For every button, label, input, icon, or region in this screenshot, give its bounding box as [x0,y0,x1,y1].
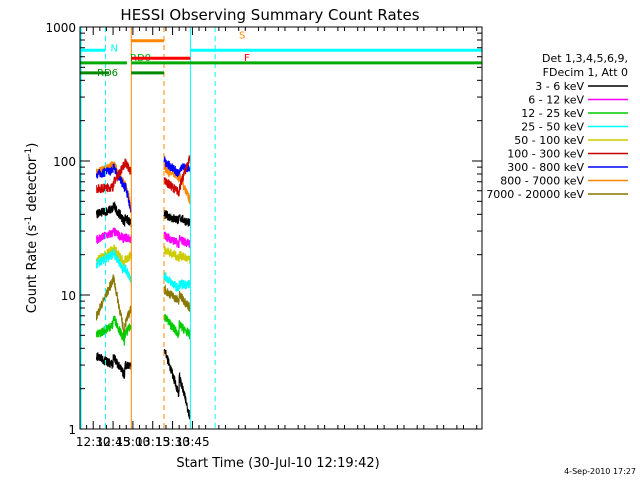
series-layer [95,155,191,420]
legend: Det 1,3,4,5,6,9,FDecim 1, Att 03 - 6 keV… [486,52,628,201]
legend-label-6: 300 - 800 keV [507,161,584,174]
flag-label-f: F [244,53,250,64]
x-tick-label-3: 13:15 [135,435,170,449]
x-tick-label-2: 13:00 [116,435,151,449]
series-line-7-segment-0 [95,274,132,341]
series-line-8-segment-0 [95,315,132,347]
y-tick-label-1: 10 [61,289,76,303]
vertical-markers [80,27,216,429]
legend-label-0: 3 - 6 keV [535,80,584,93]
series-line-1-segment-0 [95,163,132,213]
legend-label-7: 800 - 7000 keV [500,175,584,188]
x-tick-label-4: 13:30 [155,435,190,449]
chart-title: HESSI Observing Summary Count Rates [120,6,419,24]
series-line-3-segment-1 [163,209,191,227]
legend-label-5: 100 - 300 keV [507,148,584,161]
flag-label-rd6: RD6 [97,68,118,79]
plot-frame [79,26,483,430]
legend-label-4: 50 - 100 keV [514,134,584,147]
y-tick-label-3: 1000 [45,21,76,35]
x-tick-label-0: 12:30 [76,435,111,449]
flag-label-s: S [239,31,245,42]
series-line-5-segment-1 [163,246,191,264]
series-line-2-segment-0 [96,158,132,194]
x-tick-label-5: 13:45 [175,435,210,449]
series-line-4-segment-0 [95,227,132,244]
y-axis-label: Count Rate (s-1 detector-1) [24,143,40,314]
x-tick-label-1: 12:45 [96,435,131,449]
series-line-6-segment-0 [95,248,132,284]
legend-label-2: 12 - 25 keV [521,107,584,120]
series-line-0-segment-1 [163,163,191,206]
x-axis-label: Start Time (30-Jul-10 12:19:42) [176,456,379,471]
series-line-3-segment-0 [95,200,132,228]
series-line-7-segment-1 [163,284,191,312]
flag-label-n: N [111,43,118,54]
series-line-6-segment-1 [163,272,191,292]
y-tick-label-2: 100 [53,155,76,169]
y-tick-label-0: 1 [68,423,76,437]
series-line-8-segment-1 [163,314,191,340]
series-line-2-segment-1 [163,155,191,197]
series-line-9-segment-1 [163,348,191,420]
flag-bars: NRD0RD6SF [80,31,482,79]
legend-header-1: FDecim 1, Att 0 [543,66,628,79]
legend-label-1: 6 - 12 keV [528,94,584,107]
legend-header-0: Det 1,3,4,5,6,9, [542,52,628,65]
series-line-4-segment-1 [163,231,191,249]
legend-label-8: 7000 - 20000 keV [486,188,584,201]
series-line-9-segment-0 [95,352,132,380]
legend-label-3: 25 - 50 keV [521,121,584,134]
footer-timestamp: 4-Sep-2010 17:27 [564,467,636,476]
